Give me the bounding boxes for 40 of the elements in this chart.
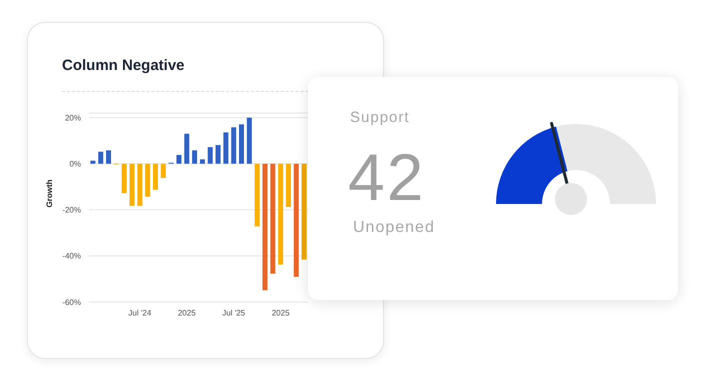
bar <box>122 164 127 194</box>
data-label: 42 <box>348 139 426 215</box>
bar <box>286 164 291 208</box>
bar <box>90 160 96 164</box>
y-tick-label: 20% <box>64 113 81 122</box>
x-tick-label: Jul '24 <box>128 308 152 318</box>
x-tick-label: 2025 <box>178 308 196 318</box>
bar <box>137 164 142 206</box>
bar <box>160 164 166 178</box>
bar <box>254 164 260 226</box>
bar <box>270 164 276 274</box>
y-tick-label: -20% <box>62 206 81 215</box>
bar <box>223 132 228 164</box>
y-axis-title: Growth <box>44 179 54 208</box>
bar <box>294 164 299 277</box>
chart-title: Column Negative <box>62 57 185 74</box>
bar <box>231 127 236 164</box>
bar <box>106 150 112 164</box>
y-tick-label: -40% <box>62 252 81 261</box>
x-tick-label: 2025 <box>272 308 290 318</box>
x-tick-label: Jul '25 <box>222 308 246 318</box>
bar <box>152 164 158 190</box>
chart-title: Support <box>350 109 410 126</box>
y-tick-label: -60% <box>62 298 81 307</box>
bar <box>278 164 284 265</box>
bar <box>98 152 104 164</box>
bar <box>145 164 150 197</box>
bar <box>200 159 205 164</box>
y-tick-label: 0% <box>69 160 81 169</box>
bar <box>192 150 198 164</box>
bar <box>302 164 307 260</box>
bar <box>184 134 190 164</box>
bar <box>216 145 221 164</box>
bar <box>239 124 244 164</box>
bar <box>130 164 135 206</box>
bar <box>176 154 182 164</box>
bar <box>246 118 252 164</box>
bar <box>208 147 213 164</box>
text: Unopened <box>353 219 435 237</box>
bar <box>262 164 268 290</box>
